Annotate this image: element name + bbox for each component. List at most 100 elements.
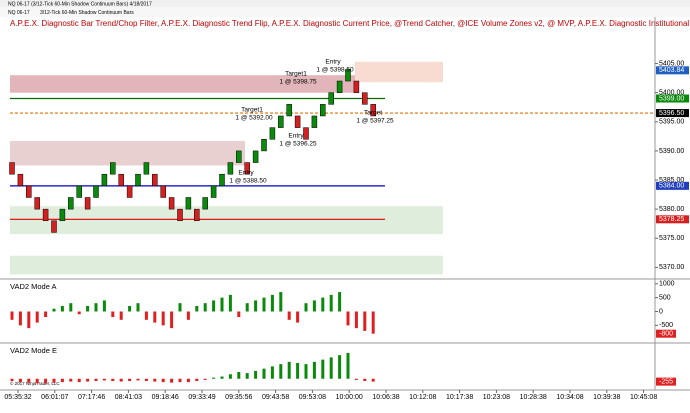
brick <box>278 115 284 128</box>
brick <box>101 173 108 187</box>
brick <box>160 185 166 198</box>
histogram-bar <box>111 378 115 381</box>
brick <box>336 80 343 93</box>
histogram-bar <box>170 378 174 383</box>
histogram-bar <box>371 311 375 334</box>
y-tick-label: 5395.00 <box>659 119 684 126</box>
brick <box>34 197 40 210</box>
brick <box>236 150 242 163</box>
brick <box>227 162 234 175</box>
x-tick-label: 10:28:38 <box>520 394 547 401</box>
histogram-bar <box>237 311 241 318</box>
trade-annotation: 1 @ 5397.25 <box>356 118 394 125</box>
x-tick-label: 10:23:08 <box>483 394 510 401</box>
copyright: © 2017 NinjaTrader, LLC <box>10 380 60 386</box>
histogram-bar <box>363 378 367 381</box>
y-tick-label: 5390.00 <box>659 148 684 155</box>
brick <box>345 69 351 82</box>
price-label-bg <box>656 66 689 75</box>
histogram-bar <box>338 355 342 379</box>
toolbar-bars[interactable]: 3/12-Tick 60-Min Shadow Continuum Bars <box>40 10 134 16</box>
histogram-bar <box>329 294 333 312</box>
histogram-bar <box>262 297 266 312</box>
x-tick-label: 10:34:08 <box>556 394 583 401</box>
y-tick-label: -500 <box>659 322 673 329</box>
histogram-bar <box>220 297 224 312</box>
histogram-bar <box>220 376 224 379</box>
histogram-bar <box>86 305 90 312</box>
x-tick-label: 09:18:46 <box>152 394 179 401</box>
histogram-bar <box>27 311 31 329</box>
histogram-bar <box>321 297 325 312</box>
brick <box>76 185 82 198</box>
histogram-bar <box>346 311 350 326</box>
trade-annotation: Entry <box>325 59 341 66</box>
brick <box>118 173 124 187</box>
indicators-label: A.P.E.X. Diagnostic Bar Trend/Chop Filte… <box>10 19 690 28</box>
histogram-bar <box>161 311 165 326</box>
histogram-bar <box>371 378 375 382</box>
brick <box>110 162 116 175</box>
x-tick-label: 07:17:46 <box>78 394 105 401</box>
histogram-bar <box>10 311 14 320</box>
price-label: 5403.84 <box>659 67 684 74</box>
brick <box>210 185 217 198</box>
panel-title: VAD2 Mode E <box>10 346 57 355</box>
histogram-bar <box>296 363 300 379</box>
histogram-bar <box>338 292 342 312</box>
histogram-bar <box>111 311 115 318</box>
histogram-bar <box>69 378 73 382</box>
x-tick-label: 10:12:08 <box>409 394 436 401</box>
histogram-bar <box>304 364 308 379</box>
price-label-bg <box>656 215 689 224</box>
y-tick-label: 1000 <box>659 281 675 288</box>
zone <box>10 75 355 93</box>
x-tick-label: 10:00:00 <box>336 394 363 401</box>
histogram-bar <box>60 305 64 312</box>
price-label: 5384.00 <box>659 183 684 190</box>
x-tick-label: 09:35:56 <box>225 394 252 401</box>
x-tick-label: 08:41:03 <box>115 394 142 401</box>
brick <box>51 220 57 233</box>
histogram-bar <box>262 368 266 379</box>
brick <box>219 173 225 187</box>
y-tick-label: 5370.00 <box>659 264 684 271</box>
trade-annotation: Target <box>364 110 382 117</box>
x-tick-label: 10:45:08 <box>630 394 657 401</box>
toolbar-symbol[interactable]: NQ 06-17 <box>8 10 30 16</box>
histogram-bar <box>153 311 157 323</box>
last-value-bg <box>656 329 676 338</box>
price-label-bg <box>656 109 689 118</box>
histogram-bar <box>102 300 106 312</box>
brick <box>252 150 259 163</box>
histogram-bar <box>195 305 199 312</box>
x-tick-label: 09:33:49 <box>188 394 215 401</box>
histogram-bar <box>60 378 64 383</box>
histogram-bar <box>69 303 73 312</box>
histogram-bar <box>44 378 48 384</box>
histogram-bar <box>52 308 56 312</box>
price-label: 5399.00 <box>659 95 684 102</box>
trade-annotation: Target1 <box>285 71 307 78</box>
histogram-bar <box>52 378 56 383</box>
last-value-label: -800 <box>659 331 673 338</box>
histogram-bar <box>128 378 132 381</box>
brick <box>269 127 276 140</box>
trade-annotation: 1 @ 5398.75 <box>279 79 317 86</box>
histogram-bar <box>312 361 316 379</box>
brick <box>244 162 250 175</box>
brick <box>328 92 334 105</box>
histogram-bar <box>18 378 22 383</box>
histogram-bar <box>161 378 165 383</box>
histogram-bar <box>212 377 216 379</box>
price-label: 5396.50 <box>659 110 684 117</box>
histogram-bar <box>329 357 333 379</box>
last-value-bg <box>656 377 676 386</box>
brick <box>9 162 15 175</box>
brick <box>126 185 133 198</box>
histogram-bar <box>10 378 14 381</box>
trade-annotation: 1 @ 5392.00 <box>235 115 273 122</box>
histogram-bar <box>144 378 148 381</box>
panel-title: VAD2 Mode A <box>10 282 57 291</box>
brick <box>194 208 200 222</box>
